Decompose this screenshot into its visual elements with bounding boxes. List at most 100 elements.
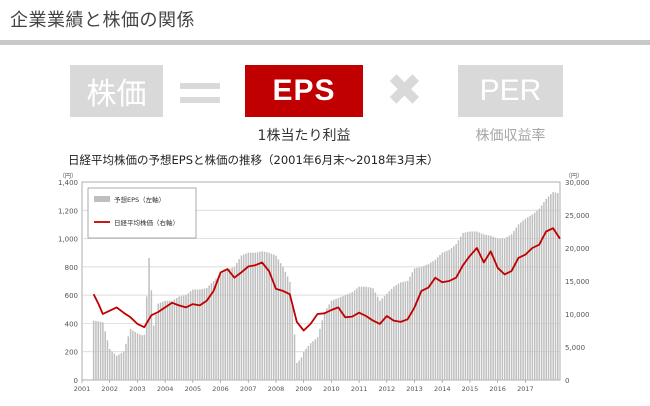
- eps-bar: [360, 286, 363, 380]
- eps-bar: [450, 247, 453, 380]
- eps-bar: [416, 267, 418, 380]
- eps-bar: [240, 255, 243, 380]
- eps-bar: [492, 236, 494, 380]
- eps-bar: [547, 196, 550, 380]
- eps-bar: [212, 280, 215, 380]
- eps-bar: [506, 237, 508, 380]
- eps-bar: [187, 293, 190, 380]
- eps-bar: [395, 285, 397, 380]
- eps-bar: [300, 357, 303, 380]
- eps-bar: [291, 305, 293, 380]
- eps-bar: [527, 217, 529, 380]
- eps-bar: [150, 290, 153, 380]
- eps-bar: [524, 218, 527, 380]
- eps-bar: [127, 336, 130, 380]
- left-tick-label: 1,200: [58, 207, 78, 215]
- eps-bar: [132, 330, 134, 380]
- eps-bar: [196, 289, 199, 380]
- eps-bar: [238, 259, 240, 380]
- x-tick-label: 2007: [240, 385, 257, 393]
- left-tick-label: 1,400: [58, 179, 78, 187]
- eps-bar: [203, 288, 206, 380]
- eps-bar: [309, 343, 312, 380]
- eps-bar: [513, 230, 515, 380]
- eps-bar: [411, 272, 414, 380]
- eps-bar: [254, 252, 257, 380]
- x-tick-label: 2014: [434, 385, 451, 393]
- eps-bar: [222, 272, 224, 380]
- title-divider: [0, 40, 650, 45]
- eps-bar: [236, 262, 238, 380]
- formula-eps-label: EPS: [272, 74, 336, 107]
- eps-bar: [289, 281, 291, 380]
- eps-bar: [249, 252, 252, 380]
- formula-eps-caption: 1株当たり利益: [257, 128, 351, 144]
- eps-bar: [379, 300, 381, 380]
- eps-bar: [400, 282, 402, 380]
- eps-bar: [501, 238, 504, 380]
- eps-bar: [466, 231, 469, 380]
- eps-bar: [441, 252, 444, 380]
- eps-bar: [471, 231, 474, 380]
- eps-bar: [464, 232, 467, 380]
- eps-bar: [358, 286, 360, 380]
- formula-stock-price-label: 株価: [86, 78, 147, 111]
- price-series-line: [92, 227, 561, 332]
- eps-bar: [215, 278, 217, 380]
- eps-bar: [102, 322, 104, 380]
- eps-bar: [351, 292, 354, 380]
- eps-bar: [406, 280, 409, 380]
- eps-bar: [314, 339, 317, 380]
- left-tick-label: 1,000: [58, 236, 78, 244]
- eps-bar: [277, 259, 280, 380]
- eps-bar: [129, 329, 132, 380]
- eps-bar: [397, 283, 400, 380]
- left-tick-label: 0: [74, 377, 78, 385]
- x-tick-label: 2004: [157, 385, 174, 393]
- eps-bar: [159, 302, 162, 380]
- eps-bars: [92, 191, 559, 380]
- eps-bar: [457, 240, 460, 380]
- eps-bar: [388, 291, 390, 380]
- eps-bar: [409, 276, 411, 380]
- eps-bar: [515, 227, 517, 380]
- eps-bar: [106, 340, 109, 380]
- x-tick-label: 2012: [379, 385, 396, 393]
- equals-icon: [180, 83, 220, 111]
- eps-bar: [554, 192, 557, 380]
- eps-bar: [268, 252, 270, 380]
- eps-bar: [531, 214, 534, 380]
- eps-bar: [446, 250, 448, 380]
- eps-bar: [326, 308, 328, 380]
- eps-bar: [275, 255, 277, 380]
- eps-bar: [330, 300, 333, 380]
- eps-bar: [134, 331, 136, 380]
- eps-bar: [210, 283, 213, 380]
- eps-bar: [229, 268, 231, 380]
- right-tick-label: 20,000: [565, 245, 590, 253]
- left-axis-unit: （円）: [59, 173, 77, 180]
- eps-bar: [367, 287, 370, 380]
- eps-bar: [206, 287, 208, 380]
- eps-bar: [307, 345, 310, 380]
- x-tick-label: 2008: [268, 385, 285, 393]
- legend-bar-swatch: [94, 196, 110, 202]
- eps-bar: [256, 252, 259, 380]
- eps-bar: [95, 320, 97, 380]
- formula-stock-price-box: 株価: [70, 65, 163, 117]
- eps-bar: [455, 244, 457, 380]
- eps-bar: [296, 362, 298, 380]
- right-tick-label: 30,000: [565, 179, 590, 187]
- page-title: 企業業績と株価の関係: [10, 10, 195, 31]
- right-tick-label: 15,000: [565, 278, 590, 286]
- eps-bar: [263, 251, 266, 380]
- x-tick-label: 2017: [517, 385, 534, 393]
- eps-bar: [141, 335, 143, 380]
- eps-bar: [233, 266, 236, 380]
- eps-bar: [293, 334, 296, 380]
- eps-bar: [543, 202, 545, 380]
- eps-bar: [157, 303, 160, 380]
- eps-bar: [453, 246, 455, 380]
- eps-bar: [473, 231, 476, 380]
- eps-bar: [478, 232, 481, 380]
